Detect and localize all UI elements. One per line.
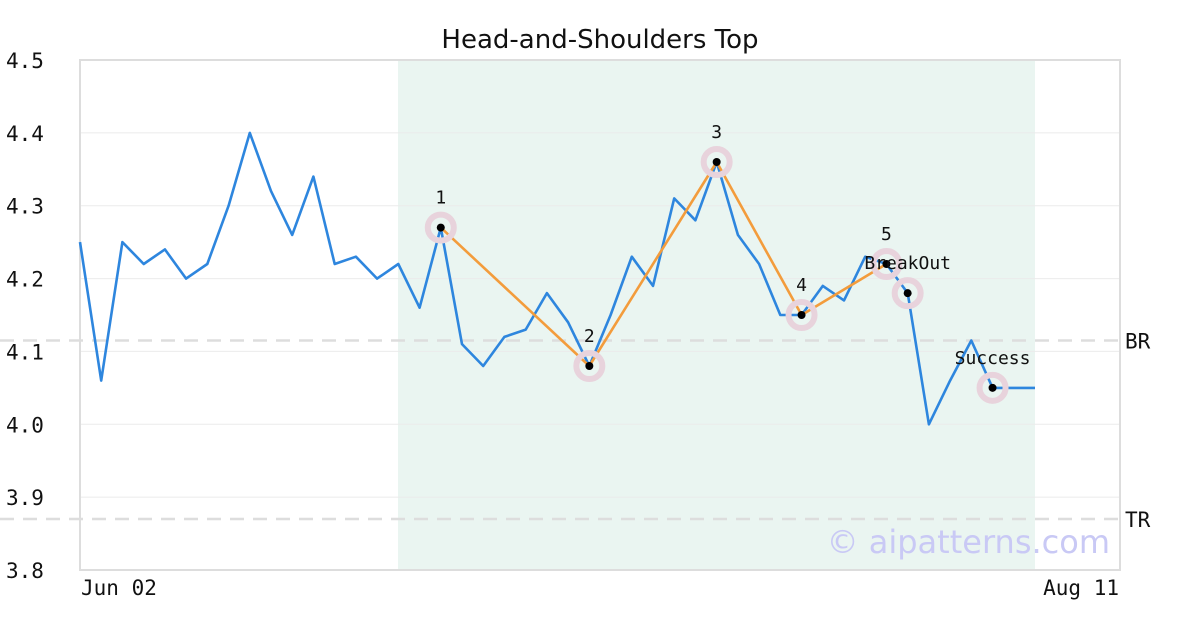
y-tick-label: 4.0 bbox=[6, 413, 44, 437]
pattern-point-marker-halo bbox=[700, 146, 733, 178]
plot-border bbox=[79, 59, 1121, 571]
pattern-point-marker bbox=[882, 260, 891, 268]
y-tick-label: 3.8 bbox=[6, 559, 44, 583]
axis-ticks: 4.5 4.4 4.3 4.2 4.1 4.0 3.9 3.8 Jun 02 Aug 11 bbox=[6, 49, 1119, 600]
annotations: 1 2 3 4 5 BreakOut Success bbox=[435, 122, 1030, 369]
x-tick-label: Aug 11 bbox=[1043, 576, 1119, 600]
plot-background bbox=[398, 60, 1035, 570]
pattern-point-marker bbox=[585, 362, 594, 370]
y-tick-label: 4.1 bbox=[6, 340, 44, 364]
event-label: BreakOut bbox=[864, 253, 951, 274]
pattern-point-marker bbox=[712, 158, 721, 166]
event-marker-halo bbox=[976, 371, 1009, 404]
pattern-point-label: 1 bbox=[435, 188, 446, 209]
markers bbox=[424, 146, 1009, 404]
y-tick-label: 4.5 bbox=[6, 49, 44, 73]
plot-frame bbox=[79, 59, 1121, 571]
event-marker bbox=[903, 289, 912, 298]
pattern-point-label: 2 bbox=[584, 326, 595, 347]
pattern-point-marker-halo bbox=[573, 350, 606, 382]
reference-lines: BR TR bbox=[0, 330, 1151, 532]
pattern-point-label: 4 bbox=[796, 275, 807, 296]
y-tick-label: 4.4 bbox=[6, 122, 44, 146]
x-tick-label: Jun 02 bbox=[81, 576, 157, 600]
reference-line-label: TR bbox=[1125, 508, 1151, 532]
pattern-point-label: 5 bbox=[881, 224, 892, 245]
y-tick-label: 3.9 bbox=[6, 486, 44, 510]
reference-line-label: BR bbox=[1125, 330, 1151, 354]
pattern-point-marker bbox=[436, 223, 445, 232]
watermark: © aipatterns.com bbox=[827, 523, 1110, 561]
event-marker-halo bbox=[891, 277, 924, 310]
event-marker bbox=[988, 383, 997, 392]
y-tick-label: 4.3 bbox=[6, 195, 44, 219]
y-tick-label: 4.2 bbox=[6, 268, 44, 292]
pattern-point-marker-halo bbox=[424, 211, 457, 244]
grid bbox=[80, 132, 1120, 498]
chart-title: Head-and-Shoulders Top bbox=[441, 25, 758, 55]
pattern-point-marker-halo bbox=[785, 299, 818, 331]
pattern-point-marker-halo bbox=[870, 248, 903, 280]
pattern-region bbox=[398, 60, 1035, 570]
pattern-point-label: 3 bbox=[711, 122, 722, 143]
pattern-point-marker bbox=[797, 311, 806, 319]
event-label: Success bbox=[955, 348, 1031, 369]
